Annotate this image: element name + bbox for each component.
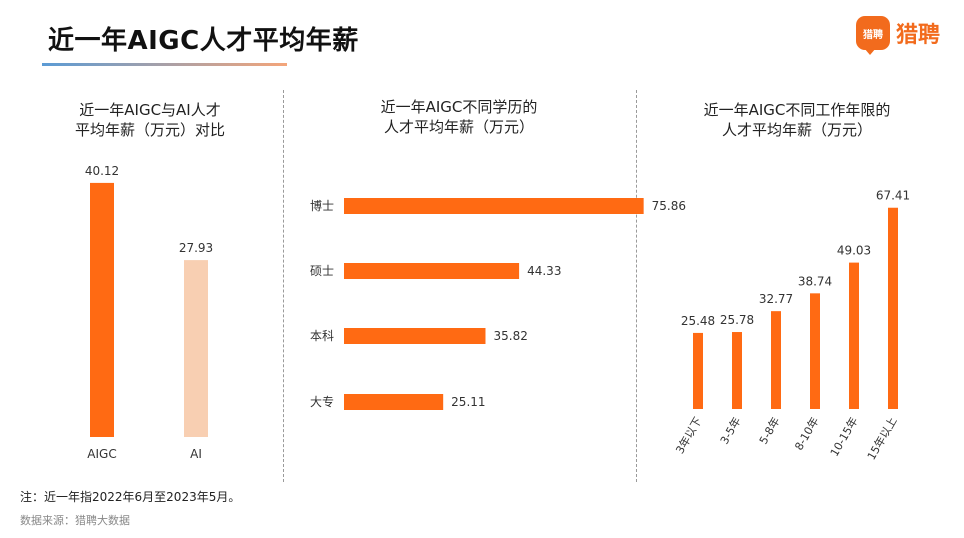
bar xyxy=(344,394,444,410)
category-label: 3-5年 xyxy=(717,415,744,447)
data-label: 35.82 xyxy=(493,329,527,343)
bar xyxy=(771,311,781,409)
bar xyxy=(732,332,742,409)
bar xyxy=(344,328,486,344)
category-label: 博士 xyxy=(310,198,334,213)
chart-aigc-vs-ai-plot: 40.12 AIGC 27.93 AI xyxy=(85,164,213,461)
data-source: 数据来源：猎聘大数据 xyxy=(20,514,130,527)
data-label: 44.33 xyxy=(527,264,561,278)
bar xyxy=(344,263,520,279)
bar xyxy=(90,182,114,437)
chart-title: 近一年AIGC与AI人才 平均年薪（万元）对比 xyxy=(74,101,225,139)
panel-divider-right xyxy=(636,90,637,482)
brand-name: 猎聘 xyxy=(895,23,940,48)
chart-title: 近一年AIGC不同工作年限的 人才平均年薪（万元） xyxy=(703,101,891,139)
category-label: 本科 xyxy=(310,329,334,343)
category-label: AI xyxy=(190,447,202,461)
category-label: 10-15年 xyxy=(827,415,861,459)
category-label: 5-8年 xyxy=(756,415,783,447)
footnote: 注：近一年指2022年6月至2023年5月。 xyxy=(20,490,241,504)
bar xyxy=(810,293,820,409)
data-label: 67.41 xyxy=(876,189,910,203)
data-label: 25.78 xyxy=(720,313,754,327)
category-label: 硕士 xyxy=(310,264,334,278)
bar xyxy=(693,332,703,409)
chart-by-degree-plot: 75.86 博士 44.33 硕士 35.82 本科 25.11 大专 xyxy=(310,198,686,410)
data-label: 27.93 xyxy=(179,241,213,255)
bar xyxy=(184,260,208,437)
data-label: 38.74 xyxy=(798,274,832,288)
data-label: 40.12 xyxy=(85,164,119,178)
category-label: 3年以下 xyxy=(672,415,704,457)
data-label: 32.77 xyxy=(759,292,793,306)
brand-mark-icon: 猎聘 xyxy=(855,16,890,55)
panel-divider-left xyxy=(283,90,284,482)
title-underline xyxy=(42,63,287,66)
bar xyxy=(888,207,898,409)
data-label: 49.03 xyxy=(837,244,871,258)
data-label: 25.11 xyxy=(451,395,485,409)
brand-logo: 猎聘 猎聘 xyxy=(855,16,940,55)
bar xyxy=(344,198,644,214)
page-title: 近一年AIGC人才平均年薪 xyxy=(48,26,359,56)
data-label: 75.86 xyxy=(652,199,686,213)
brand-mark-text: 猎聘 xyxy=(862,29,883,41)
chart-title: 近一年AIGC不同学历的 人才平均年薪（万元） xyxy=(380,98,538,136)
bar xyxy=(849,262,859,409)
chart-by-degree: 近一年AIGC不同学历的 人才平均年薪（万元） 75.86 博士 44.33 硕士 35… xyxy=(284,0,686,538)
chart-by-experience: 近一年AIGC不同工作年限的 人才平均年薪（万元） 25.48 3年以下 25.78… xyxy=(637,0,964,538)
chart-by-experience-plot: 25.48 3年以下 25.78 3-5年 32.77 5-8年 38.74 8-10年 49.… xyxy=(672,189,910,463)
chart-aigc-vs-ai: 近一年AIGC与AI人才 平均年薪（万元）对比 40.12 AIGC 27.93 AI xyxy=(0,0,283,538)
category-label: AIGC xyxy=(87,447,116,461)
category-label: 8-10年 xyxy=(791,415,821,453)
category-label: 大专 xyxy=(310,394,334,409)
category-label: 15年以上 xyxy=(864,415,900,463)
data-label: 25.48 xyxy=(681,314,715,328)
